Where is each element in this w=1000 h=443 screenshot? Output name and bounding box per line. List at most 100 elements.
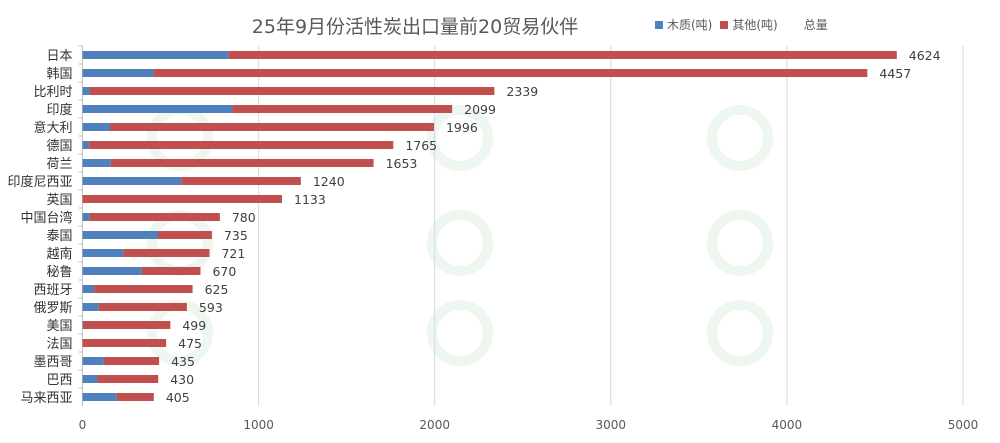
bar-wood (82, 267, 142, 275)
y-category-label: 泰国 (46, 229, 72, 244)
total-data-label: 4624 (909, 48, 941, 63)
bar-other (109, 123, 434, 131)
total-data-label: 593 (199, 300, 223, 315)
bar-other (82, 339, 167, 347)
bar-wood (82, 393, 117, 401)
bar-other (94, 285, 193, 293)
watermark-logo-icon (427, 105, 493, 171)
watermark-logo-icon (707, 105, 773, 171)
bar-other (123, 249, 210, 257)
x-tick-label: 4000 (772, 418, 803, 432)
y-category-label: 意大利 (33, 120, 72, 136)
total-data-label: 721 (221, 246, 245, 261)
bar-wood (82, 159, 111, 167)
x-tick-label: 3000 (596, 418, 627, 432)
bar-wood (82, 141, 90, 149)
bar-other (98, 303, 187, 311)
total-data-label: 735 (224, 228, 248, 243)
legend: 木质(吨) 其他(吨) 总量 (655, 16, 828, 33)
y-category-label: 德国 (46, 139, 72, 154)
bar-other (153, 69, 868, 77)
total-data-label: 1653 (386, 156, 418, 171)
bar-other (141, 267, 201, 275)
total-data-label: 1765 (405, 138, 437, 153)
y-category-label: 秘鲁 (46, 265, 72, 280)
total-data-label: 430 (170, 372, 194, 387)
total-data-label: 625 (205, 282, 229, 297)
legend-swatch-wood (655, 20, 663, 29)
y-category-label: 法国 (46, 337, 72, 352)
bar-other (158, 231, 212, 239)
bar-wood (82, 213, 90, 221)
bar-other (89, 87, 495, 95)
total-data-label: 2099 (464, 102, 496, 117)
bar-wood (82, 177, 182, 185)
x-tick-label: 1000 (243, 418, 274, 432)
y-category-label: 美国 (46, 319, 72, 334)
total-data-label: 475 (178, 336, 202, 351)
watermark-logo-icon (147, 210, 213, 276)
y-category-label: 日本 (46, 49, 72, 64)
bar-other (83, 321, 171, 329)
total-data-label: 405 (166, 390, 190, 405)
x-tick-label: 0 (79, 418, 87, 432)
y-category-label: 越南 (46, 246, 72, 262)
y-category-label: 墨西哥 (33, 355, 72, 370)
bar-other (181, 177, 301, 185)
total-data-label: 2339 (506, 84, 538, 99)
legend-label-wood: 木质(吨) (667, 18, 713, 32)
bar-wood (82, 69, 154, 77)
bar-wood (82, 249, 124, 257)
total-data-label: 1996 (446, 120, 478, 135)
total-data-label: 670 (212, 264, 236, 279)
total-data-label: 499 (182, 318, 206, 333)
bar-other (228, 51, 897, 59)
bar-other (110, 159, 374, 167)
bar-other (82, 195, 283, 203)
watermark-logo-icon (707, 210, 773, 276)
chart-title: 25年9月份活性炭出口量前20贸易伙伴 (251, 16, 579, 38)
bar-wood (82, 285, 95, 293)
y-category-label: 马来西亚 (20, 391, 72, 406)
total-data-label: 4457 (879, 66, 911, 81)
bar-other (97, 375, 159, 383)
bar-wood (82, 123, 110, 131)
bar-other (89, 213, 220, 221)
y-category-label: 巴西 (46, 373, 72, 388)
bar-wood (82, 231, 159, 239)
watermark-logo-icon (427, 210, 493, 276)
y-category-label: 印度尼西亚 (7, 174, 72, 190)
x-tick-label: 5000 (948, 418, 979, 432)
bar-wood (82, 87, 90, 95)
bar-other (116, 393, 154, 401)
total-data-label: 435 (171, 354, 195, 369)
bar-other (103, 357, 160, 365)
y-category-label: 俄罗斯 (33, 301, 72, 316)
x-tick-label: 2000 (419, 418, 450, 432)
y-category-label: 比利时 (33, 85, 72, 100)
total-data-label: 1133 (294, 192, 326, 207)
watermark-logo-icon (147, 105, 213, 171)
watermark-logo-icon (427, 300, 493, 366)
legend-label-total: 总量 (803, 18, 828, 32)
bar-wood (82, 321, 84, 329)
watermark-logo-icon (707, 300, 773, 366)
bar-wood (82, 357, 104, 365)
y-category-label: 荷兰 (46, 157, 72, 172)
y-category-label: 印度 (46, 102, 72, 118)
y-category-label: 英国 (46, 193, 72, 208)
bar-wood (82, 375, 98, 383)
y-category-label: 西班牙 (33, 283, 72, 298)
bar-wood (82, 105, 233, 113)
legend-swatch-other (720, 20, 729, 29)
total-data-label: 780 (232, 210, 256, 225)
bar-other (89, 141, 394, 149)
total-data-label: 1240 (313, 174, 345, 189)
bar-wood (82, 51, 229, 59)
bar-wood (82, 303, 99, 311)
y-category-label: 中国台湾 (20, 210, 72, 226)
y-category-label: 韩国 (46, 67, 72, 82)
legend-label-other: 其他(吨) (732, 18, 778, 32)
bar-other (232, 105, 453, 113)
